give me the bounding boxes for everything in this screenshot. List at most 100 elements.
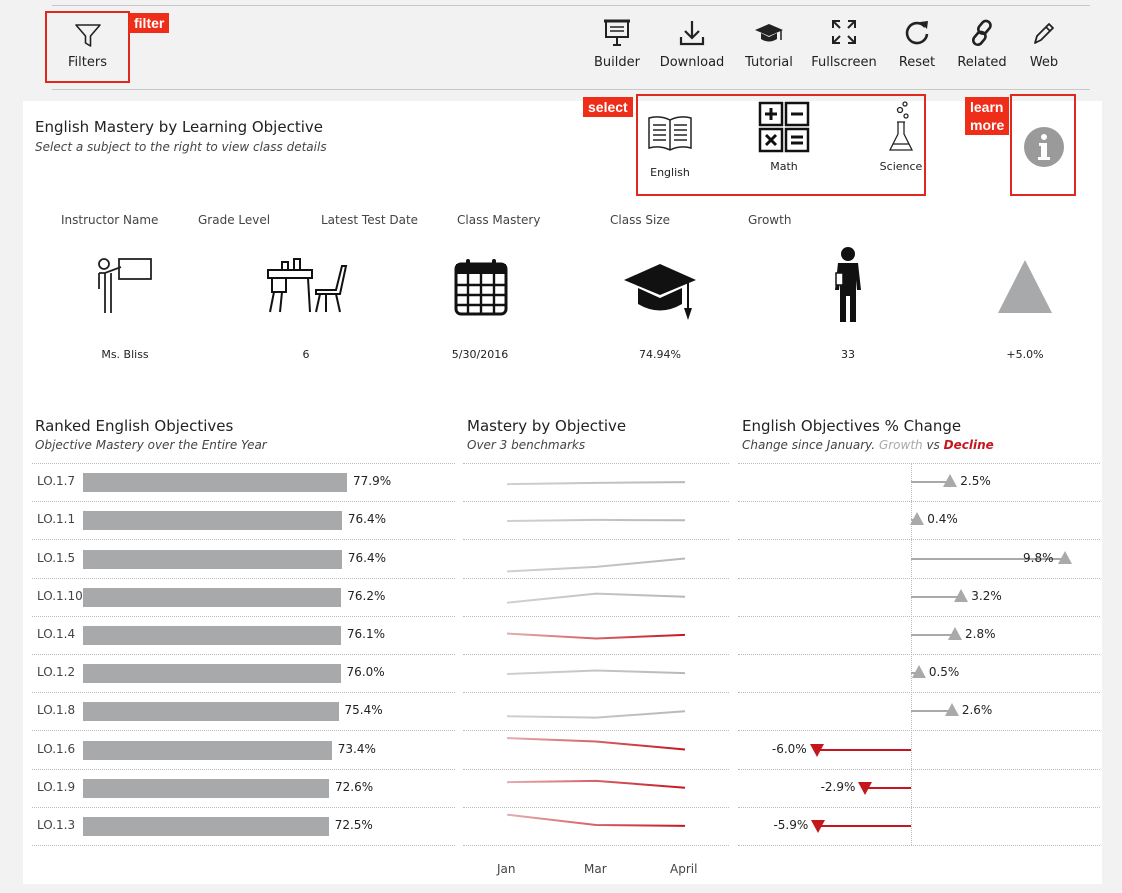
sparkline-series[interactable] [506, 779, 686, 789]
sparkline-series[interactable] [506, 557, 686, 573]
sparkline-series[interactable] [506, 481, 686, 486]
download-label: Download [659, 55, 725, 70]
toolbar-top-divider [52, 5, 1090, 6]
ranked-title: Ranked English Objectives [35, 417, 234, 435]
row-divider [463, 615, 729, 617]
filters-label: Filters [68, 55, 107, 70]
subject-science[interactable]: Science [878, 100, 924, 173]
sparkline-series[interactable] [506, 737, 686, 751]
bar-value-label: 75.4% [344, 703, 383, 718]
change-value-label: -6.0% [771, 741, 807, 756]
row-divider [738, 539, 1100, 541]
objective-label: LO.1.10 [37, 588, 83, 603]
related-button[interactable]: Related [946, 18, 1018, 70]
row-divider [463, 501, 729, 503]
mastery-bar[interactable] [83, 587, 342, 607]
change-title: English Objectives % Change [742, 417, 962, 435]
mastery-bar[interactable] [83, 740, 332, 760]
sparkline-series[interactable] [506, 592, 686, 604]
web-button[interactable]: Web [1018, 18, 1070, 70]
decline-line[interactable] [865, 786, 911, 789]
row-divider [32, 501, 455, 503]
sparkline-series[interactable] [506, 710, 686, 719]
growth-line[interactable] [911, 481, 951, 484]
fullscreen-button[interactable]: Fullscreen [800, 18, 888, 70]
row-divider [32, 692, 455, 694]
change-value-label: -2.9% [820, 779, 856, 794]
mastery-sparklines [506, 481, 686, 827]
growth-marker[interactable] [954, 588, 969, 602]
subject-english-label: English [650, 166, 690, 179]
row-divider [738, 577, 1100, 579]
mastery-bar[interactable] [83, 778, 330, 798]
objective-label: LO.1.2 [37, 665, 76, 680]
mastery-bar[interactable] [83, 511, 342, 531]
growth-marker[interactable] [948, 626, 962, 640]
objective-label: LO.1.6 [37, 741, 76, 756]
row-divider [32, 615, 455, 617]
fullscreen-icon [832, 20, 856, 44]
mastery-bar[interactable] [83, 702, 339, 722]
desk-icon [267, 258, 348, 313]
decline-line[interactable] [818, 824, 911, 827]
tutorial-button[interactable]: Tutorial [738, 18, 800, 70]
download-button[interactable]: Download [646, 18, 738, 70]
learn-more-button[interactable] [1010, 94, 1076, 196]
kpi-growth-value: +5.0% [1006, 348, 1044, 361]
row-divider [738, 692, 1100, 694]
mastery-bar[interactable] [83, 816, 329, 836]
decline-marker[interactable] [811, 819, 826, 833]
change-value-label: 0.4% [927, 512, 958, 527]
mastery-bar[interactable] [83, 664, 341, 684]
subject-math[interactable]: Math [756, 100, 812, 173]
row-divider [463, 730, 729, 732]
bar-value-label: 76.4% [347, 512, 387, 527]
builder-button[interactable]: Builder [588, 18, 646, 70]
growth-marker[interactable] [910, 512, 925, 526]
change-subtitle-prefix: Change since January. [742, 438, 879, 452]
row-divider [738, 463, 1100, 464]
growth-line[interactable] [911, 595, 962, 598]
mastery-bar[interactable] [83, 473, 347, 493]
growth-marker[interactable] [911, 665, 926, 679]
decline-marker[interactable] [809, 743, 824, 757]
subject-english[interactable]: English [645, 112, 695, 179]
tutorial-label: Tutorial [745, 55, 793, 70]
change-value-label: -5.9% [773, 817, 809, 832]
filters-button[interactable]: Filters [45, 11, 130, 83]
sparkline-series[interactable] [506, 518, 686, 523]
reset-button[interactable]: Reset [888, 18, 946, 70]
mastery-bar[interactable] [83, 549, 342, 569]
kpi-test-date-label: Latest Test Date [321, 213, 419, 227]
sparkline-series[interactable] [506, 813, 686, 827]
kpi-grade-value: 6 [302, 348, 310, 361]
growth-line[interactable] [911, 633, 955, 636]
bar-value-label: 77.9% [353, 474, 392, 489]
objective-label: LO.1.4 [37, 626, 76, 641]
growth-line[interactable] [911, 557, 1065, 560]
filter-icon [74, 24, 101, 47]
info-icon [1024, 127, 1064, 167]
growth-marker[interactable] [943, 474, 958, 488]
ranked-subtitle: Objective Mastery over the Entire Year [35, 438, 267, 452]
toolbar-bottom-divider [52, 89, 1090, 90]
decline-line[interactable] [816, 748, 911, 751]
decline-marker[interactable] [858, 781, 873, 795]
change-value-label: 9.8% [1023, 550, 1054, 565]
growth-marker[interactable] [1058, 550, 1072, 564]
mastery-subtitle: Over 3 benchmarks [467, 438, 586, 452]
sparkline-series[interactable] [506, 669, 686, 676]
filter-tag: filter [129, 13, 170, 33]
objective-label: LO.1.3 [37, 817, 76, 832]
builder-icon [604, 19, 630, 46]
growth-marker[interactable] [944, 703, 959, 717]
mastery-title: Mastery by Objective [467, 417, 627, 435]
change-value-label: 3.2% [971, 588, 1002, 603]
growth-line[interactable] [911, 710, 952, 713]
link-icon [971, 19, 992, 47]
select-tag: select [583, 97, 633, 117]
kpi-test-date-value: 5/30/2016 [451, 348, 509, 361]
row-divider [463, 463, 729, 464]
mastery-bar[interactable] [83, 625, 341, 645]
sparkline-series[interactable] [506, 632, 686, 640]
